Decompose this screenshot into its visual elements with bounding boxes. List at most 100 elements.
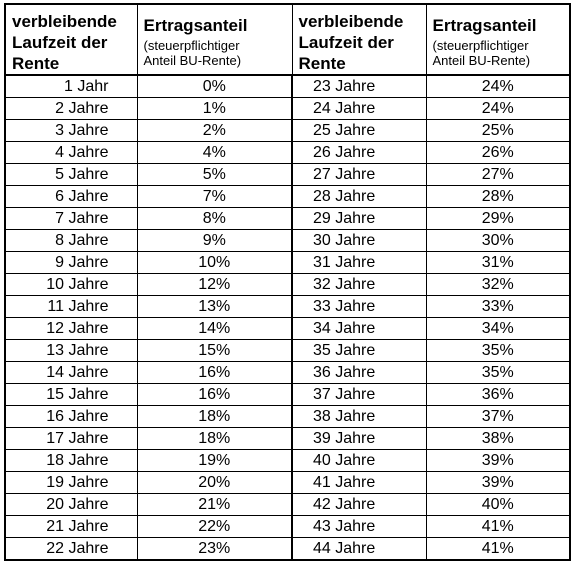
right-laufzeit-cell: 39 Jahre (291, 427, 427, 450)
left-laufzeit-cell: 16 Jahre (4, 405, 138, 428)
left-ertragsanteil-cell: 21% (136, 493, 293, 516)
right-laufzeit-cell: 32 Jahre (291, 273, 427, 296)
right-laufzeit-cell: 33 Jahre (291, 295, 427, 318)
right-laufzeit-cell: 43 Jahre (291, 515, 427, 538)
table-row: 10 Jahre 12% 32 Jahre 32% (4, 273, 571, 296)
right-laufzeit-cell: 29 Jahre (291, 207, 427, 230)
right-laufzeit-cell: 27 Jahre (291, 163, 427, 186)
left-laufzeit-cell: 5 Jahre (4, 163, 138, 186)
left-ertragsanteil-cell: 16% (136, 383, 293, 406)
ertragsanteil-table: verbleibende Laufzeit der Rente Ertragsa… (4, 3, 571, 561)
table-row: 17 Jahre 18% 39 Jahre 38% (4, 427, 571, 450)
right-laufzeit-cell: 26 Jahre (291, 141, 427, 164)
right-ertragsanteil-cell: 39% (425, 449, 571, 472)
table-row: 15 Jahre 16% 37 Jahre 36% (4, 383, 571, 406)
header-line: verbleibende (298, 12, 404, 31)
left-ertragsanteil-cell: 8% (136, 207, 293, 230)
left-laufzeit-cell: 13 Jahre (4, 339, 138, 362)
right-laufzeit-cell: 24 Jahre (291, 97, 427, 120)
right-laufzeit-cell: 40 Jahre (291, 449, 427, 472)
left-laufzeit-cell: 15 Jahre (4, 383, 138, 406)
table-row: 3 Jahre 2% 25 Jahre 25% (4, 119, 571, 142)
header-right-laufzeit: verbleibende Laufzeit der Rente (291, 3, 427, 76)
table-row: 22 Jahre 23% 44 Jahre 41% (4, 537, 571, 561)
header-subline: Anteil BU-Rente) (432, 53, 531, 68)
left-laufzeit-cell: 10 Jahre (4, 273, 138, 296)
right-laufzeit-cell: 36 Jahre (291, 361, 427, 384)
table-row: 5 Jahre 5% 27 Jahre 27% (4, 163, 571, 186)
right-ertragsanteil-cell: 25% (425, 119, 571, 142)
left-laufzeit-cell: 4 Jahre (4, 141, 138, 164)
header-left-ertragsanteil: Ertragsanteil (steuerpflichtiger Anteil … (136, 3, 293, 76)
right-ertragsanteil-cell: 41% (425, 515, 571, 538)
right-ertragsanteil-cell: 35% (425, 361, 571, 384)
left-laufzeit-cell: 21 Jahre (4, 515, 138, 538)
right-ertragsanteil-cell: 29% (425, 207, 571, 230)
right-laufzeit-cell: 38 Jahre (291, 405, 427, 428)
header-right-ertragsanteil: Ertragsanteil (steuerpflichtiger Anteil … (425, 3, 571, 76)
left-laufzeit-cell: 18 Jahre (4, 449, 138, 472)
left-ertragsanteil-cell: 0% (136, 74, 293, 98)
left-ertragsanteil-cell: 12% (136, 273, 293, 296)
right-laufzeit-cell: 35 Jahre (291, 339, 427, 362)
left-ertragsanteil-cell: 14% (136, 317, 293, 340)
right-ertragsanteil-cell: 38% (425, 427, 571, 450)
left-laufzeit-cell: 6 Jahre (4, 185, 138, 208)
table-row: 14 Jahre 16% 36 Jahre 35% (4, 361, 571, 384)
right-ertragsanteil-cell: 30% (425, 229, 571, 252)
left-ertragsanteil-cell: 15% (136, 339, 293, 362)
header-line: Laufzeit der (12, 33, 108, 52)
right-ertragsanteil-cell: 39% (425, 471, 571, 494)
left-laufzeit-cell: 2 Jahre (4, 97, 138, 120)
left-laufzeit-cell: 8 Jahre (4, 229, 138, 252)
left-ertragsanteil-cell: 18% (136, 427, 293, 450)
right-ertragsanteil-cell: 37% (425, 405, 571, 428)
header-line: Rente (298, 54, 346, 73)
left-ertragsanteil-cell: 22% (136, 515, 293, 538)
header-subline: (steuerpflichtiger (143, 38, 240, 53)
left-ertragsanteil-cell: 9% (136, 229, 293, 252)
right-ertragsanteil-cell: 33% (425, 295, 571, 318)
header-line: verbleibende (12, 12, 117, 31)
table-row: 21 Jahre 22% 43 Jahre 41% (4, 515, 571, 538)
table-row: 18 Jahre 19% 40 Jahre 39% (4, 449, 571, 472)
left-ertragsanteil-cell: 19% (136, 449, 293, 472)
left-ertragsanteil-cell: 2% (136, 119, 293, 142)
left-laufzeit-cell: 20 Jahre (4, 493, 138, 516)
header-subline: Anteil BU-Rente) (143, 53, 242, 68)
right-ertragsanteil-cell: 31% (425, 251, 571, 274)
header-row: verbleibende Laufzeit der Rente Ertragsa… (4, 3, 571, 76)
table-row: 9 Jahre 10% 31 Jahre 31% (4, 251, 571, 274)
right-ertragsanteil-cell: 27% (425, 163, 571, 186)
right-ertragsanteil-cell: 36% (425, 383, 571, 406)
left-ertragsanteil-cell: 20% (136, 471, 293, 494)
right-ertragsanteil-cell: 32% (425, 273, 571, 296)
right-ertragsanteil-cell: 41% (425, 537, 571, 561)
right-laufzeit-cell: 28 Jahre (291, 185, 427, 208)
right-laufzeit-cell: 30 Jahre (291, 229, 427, 252)
left-ertragsanteil-cell: 10% (136, 251, 293, 274)
right-ertragsanteil-cell: 40% (425, 493, 571, 516)
right-ertragsanteil-cell: 24% (425, 97, 571, 120)
left-laufzeit-cell: 14 Jahre (4, 361, 138, 384)
table-row: 1 Jahr 0% 23 Jahre 24% (4, 74, 571, 98)
table-row: 11 Jahre 13% 33 Jahre 33% (4, 295, 571, 318)
right-ertragsanteil-cell: 34% (425, 317, 571, 340)
left-laufzeit-cell: 1 Jahr (4, 74, 138, 98)
header-title: Ertragsanteil (143, 16, 248, 35)
right-laufzeit-cell: 44 Jahre (291, 537, 427, 561)
table-row: 8 Jahre 9% 30 Jahre 30% (4, 229, 571, 252)
left-laufzeit-cell: 17 Jahre (4, 427, 138, 450)
table-row: 12 Jahre 14% 34 Jahre 34% (4, 317, 571, 340)
left-laufzeit-cell: 3 Jahre (4, 119, 138, 142)
left-ertragsanteil-cell: 18% (136, 405, 293, 428)
right-ertragsanteil-cell: 28% (425, 185, 571, 208)
table-row: 6 Jahre 7% 28 Jahre 28% (4, 185, 571, 208)
left-ertragsanteil-cell: 23% (136, 537, 293, 561)
header-subline: (steuerpflichtiger (432, 38, 529, 53)
left-laufzeit-cell: 19 Jahre (4, 471, 138, 494)
left-laufzeit-cell: 22 Jahre (4, 537, 138, 561)
table-row: 4 Jahre 4% 26 Jahre 26% (4, 141, 571, 164)
right-ertragsanteil-cell: 35% (425, 339, 571, 362)
table-row: 16 Jahre 18% 38 Jahre 37% (4, 405, 571, 428)
